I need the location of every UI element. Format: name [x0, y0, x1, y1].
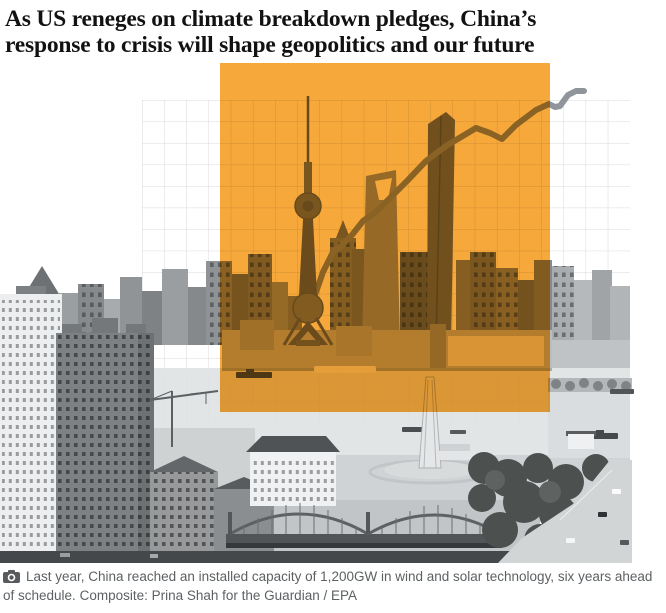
orange-overlay [220, 63, 550, 412]
construction-crane [149, 390, 219, 447]
headline-line-2: response to crisis will shape geopolitic… [5, 32, 535, 58]
headline-line-1: As US reneges on climate breakdown pledg… [5, 6, 537, 32]
article-headline: As US reneges on climate breakdown pledg… [5, 6, 605, 58]
colonial-building [246, 436, 340, 506]
shanghai-composite-illustration [0, 63, 666, 564]
right-shore [548, 378, 632, 392]
hero-image [0, 63, 666, 564]
foreground-old-town [0, 286, 540, 563]
park-and-road [436, 431, 632, 563]
image-caption: Last year, China reached an installed ca… [3, 567, 659, 605]
caption-text: Last year, China reached an installed ca… [3, 569, 653, 603]
caption-credit: Composite: Prina Shah for the Guardian /… [79, 588, 357, 603]
camera-icon [3, 570, 20, 583]
